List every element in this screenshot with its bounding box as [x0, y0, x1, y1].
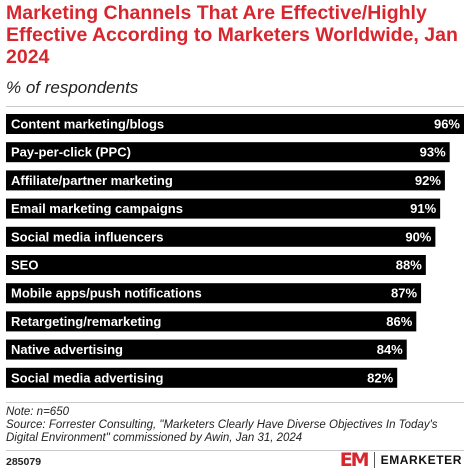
value-label: 91% — [410, 201, 436, 216]
bar — [6, 226, 436, 247]
brand-separator — [373, 452, 375, 468]
bar — [6, 142, 450, 163]
footnote-note: Note: n=650 — [6, 406, 69, 418]
bar — [6, 255, 426, 275]
brand-name: EMARKETER — [380, 453, 462, 467]
chart-id: 285079 — [6, 456, 42, 468]
category-label: Social media influencers — [11, 229, 163, 244]
bar — [6, 311, 417, 332]
bar — [6, 283, 422, 304]
category-label: Email marketing campaigns — [11, 201, 183, 216]
category-label: Mobile apps/push notifications — [11, 286, 202, 301]
top-divider — [6, 106, 464, 107]
category-label: Retargeting/remarketing — [11, 314, 161, 329]
bar — [6, 339, 407, 360]
bar — [6, 198, 441, 219]
value-label: 90% — [405, 229, 431, 244]
footnote-source: Source: Forrester Consulting, "Marketers… — [6, 419, 438, 444]
chart-title: Marketing Channels That Are Effective/Hi… — [6, 2, 458, 68]
bottom-divider — [6, 402, 464, 403]
value-label: 88% — [396, 258, 422, 273]
bar — [6, 367, 398, 388]
category-label: Native advertising — [11, 342, 123, 357]
value-label: 87% — [391, 286, 417, 301]
bar — [6, 170, 445, 191]
value-label: 86% — [386, 314, 412, 329]
value-label: 84% — [377, 342, 403, 357]
footer-divider — [6, 450, 464, 451]
category-label: Affiliate/partner marketing — [11, 173, 173, 188]
value-label: 96% — [434, 117, 460, 132]
value-label: 93% — [420, 145, 446, 160]
category-label: Pay-per-click (PPC) — [11, 145, 131, 160]
bar — [6, 114, 464, 134]
chart-subtitle: % of respondents — [6, 78, 139, 97]
bar-chart: Content marketing/blogs 96% Pay-per-click … — [6, 114, 464, 388]
category-label: Content marketing/blogs — [11, 117, 164, 132]
brand-mark-icon: EM — [339, 449, 370, 471]
value-label: 82% — [367, 370, 393, 385]
brand-logo: EM EMARKETER — [340, 449, 462, 471]
value-label: 92% — [415, 173, 441, 188]
category-label: SEO — [11, 258, 38, 273]
category-label: Social media advertising — [11, 370, 164, 385]
footnote: Note: n=650 Source: Forrester Consulting… — [6, 406, 464, 445]
